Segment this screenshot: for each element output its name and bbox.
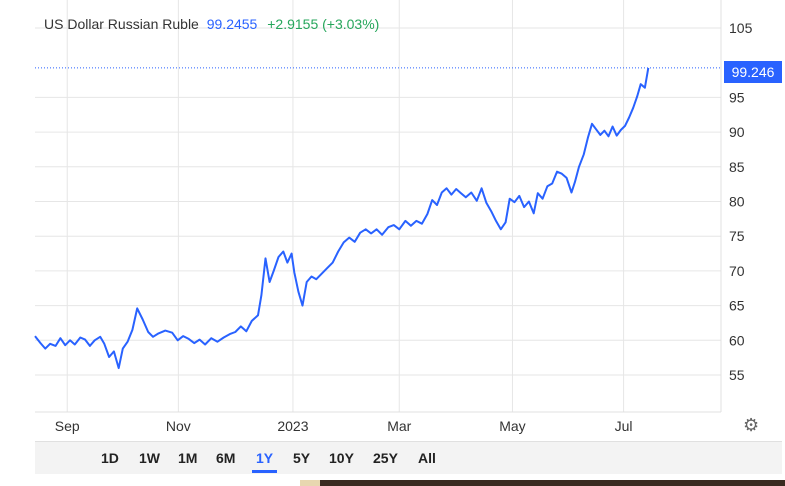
y-tick-label: 70: [729, 263, 745, 279]
y-tick-label: 65: [729, 298, 745, 314]
x-axis-ticks: Sep Nov 2023 Mar May Jul: [55, 418, 633, 434]
x-tick-label: Jul: [615, 418, 633, 434]
gear-icon[interactable]: ⚙: [743, 415, 760, 435]
x-tick-label: May: [499, 418, 525, 434]
y-tick-label: 95: [729, 89, 745, 105]
range-10y-button[interactable]: 10Y: [329, 450, 354, 466]
chart-header: US Dollar Russian Ruble 99.2455 +2.9155 …: [44, 16, 379, 32]
last-price-badge: 99.246: [724, 61, 782, 83]
x-tick-label: Nov: [166, 418, 191, 434]
y-tick-label: 60: [729, 332, 745, 348]
chart-gridlines: [35, 0, 721, 412]
current-price: 99.2455: [206, 16, 258, 32]
range-25y-button[interactable]: 25Y: [373, 450, 398, 466]
bottom-strip-segment: [320, 480, 785, 486]
series-line-usd-rub: [34, 67, 650, 370]
range-1w-button[interactable]: 1W: [139, 450, 160, 466]
y-tick-label: 90: [729, 124, 745, 140]
range-all-button[interactable]: All: [418, 450, 436, 466]
x-tick-label: Sep: [55, 418, 80, 434]
y-tick-label: 55: [729, 367, 745, 383]
time-range-bar: 1D 1W 1M 6M 1Y 5Y 10Y 25Y All: [35, 441, 782, 474]
x-tick-label: Mar: [387, 418, 411, 434]
y-tick-label: 80: [729, 194, 745, 210]
y-tick-label: 85: [729, 159, 745, 175]
price-change: +2.9155 (+3.03%): [267, 16, 380, 32]
bottom-strip: [0, 480, 785, 486]
x-tick-label: 2023: [277, 418, 308, 434]
y-tick-label: 75: [729, 228, 745, 244]
range-5y-button[interactable]: 5Y: [293, 450, 311, 466]
range-6m-button[interactable]: 6M: [216, 450, 236, 466]
range-1m-button[interactable]: 1M: [178, 450, 198, 466]
instrument-title: US Dollar Russian Ruble: [44, 16, 199, 32]
range-1d-button[interactable]: 1D: [101, 450, 119, 466]
range-1y-button[interactable]: 1Y: [251, 450, 278, 473]
y-axis-ticks: 55 60 65 70 75 80 85 90 95 105: [729, 20, 753, 383]
y-tick-label: 105: [729, 20, 753, 36]
bottom-strip-segment: [300, 480, 320, 486]
